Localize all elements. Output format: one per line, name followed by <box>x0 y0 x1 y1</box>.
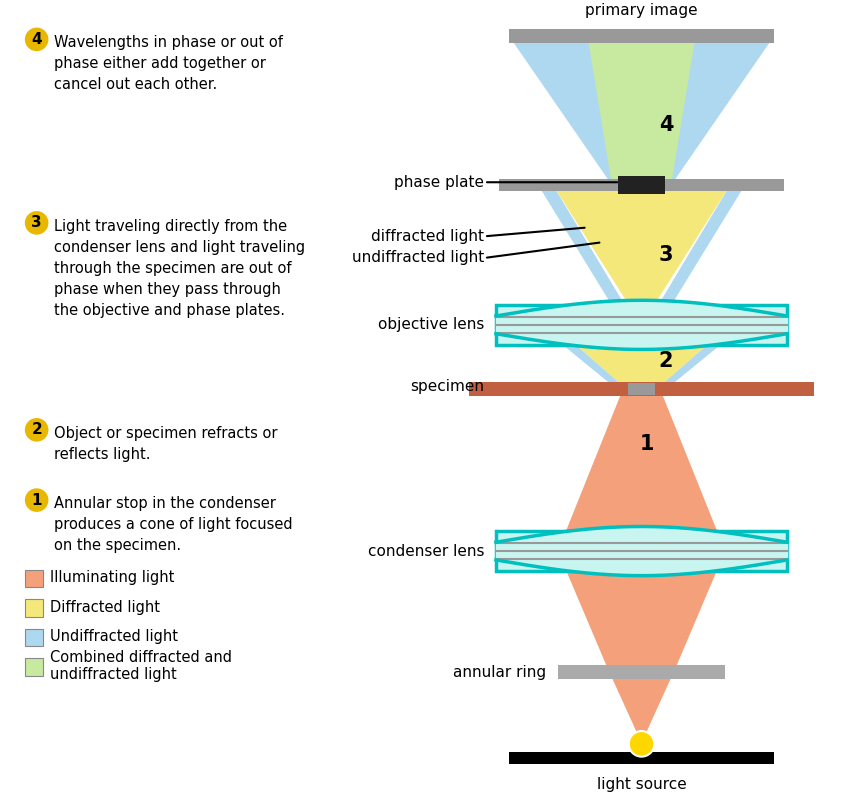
Text: Combined diffracted and
undiffracted light: Combined diffracted and undiffracted lig… <box>50 650 233 682</box>
Polygon shape <box>538 185 636 325</box>
Polygon shape <box>553 185 730 325</box>
Text: 3: 3 <box>659 245 674 265</box>
Text: light source: light source <box>596 777 687 792</box>
FancyBboxPatch shape <box>470 382 813 395</box>
Text: 2: 2 <box>31 422 42 437</box>
FancyBboxPatch shape <box>25 629 43 646</box>
Polygon shape <box>553 325 730 387</box>
Circle shape <box>25 28 49 51</box>
FancyBboxPatch shape <box>509 29 774 43</box>
Polygon shape <box>558 551 725 743</box>
FancyBboxPatch shape <box>496 531 787 571</box>
Circle shape <box>25 418 49 441</box>
Text: 1: 1 <box>639 434 654 454</box>
FancyBboxPatch shape <box>628 383 655 395</box>
Text: primary image: primary image <box>585 3 698 18</box>
FancyBboxPatch shape <box>618 176 665 194</box>
Text: 1: 1 <box>31 492 42 507</box>
Polygon shape <box>538 325 624 387</box>
Text: diffracted light: diffracted light <box>372 229 484 244</box>
Text: Light traveling directly from the
condenser lens and light traveling
through the: Light traveling directly from the conden… <box>55 219 306 318</box>
Text: Annular stop in the condenser
produces a cone of light focused
on the specimen.: Annular stop in the condenser produces a… <box>55 496 293 553</box>
FancyBboxPatch shape <box>25 599 43 617</box>
Text: Diffracted light: Diffracted light <box>50 599 161 615</box>
Text: 4: 4 <box>659 115 674 135</box>
Text: condenser lens: condenser lens <box>368 544 484 558</box>
Text: 2: 2 <box>659 351 674 371</box>
Text: undiffracted light: undiffracted light <box>352 250 484 265</box>
Polygon shape <box>647 185 745 325</box>
FancyBboxPatch shape <box>25 658 43 676</box>
FancyBboxPatch shape <box>25 570 43 588</box>
Polygon shape <box>654 36 774 185</box>
Circle shape <box>25 211 49 235</box>
Text: Undiffracted light: Undiffracted light <box>50 629 179 644</box>
Text: Wavelengths in phase or out of
phase either add together or
cancel out each othe: Wavelengths in phase or out of phase eit… <box>55 36 283 92</box>
FancyBboxPatch shape <box>509 752 774 764</box>
Text: Object or specimen refracts or
reflects light.: Object or specimen refracts or reflects … <box>55 426 278 462</box>
Text: 4: 4 <box>31 32 42 47</box>
Polygon shape <box>509 36 629 185</box>
Text: Illuminating light: Illuminating light <box>50 570 174 585</box>
Polygon shape <box>558 387 725 551</box>
Text: 3: 3 <box>31 215 42 230</box>
Text: specimen: specimen <box>411 380 484 395</box>
Polygon shape <box>588 36 695 185</box>
Circle shape <box>628 731 654 757</box>
Polygon shape <box>659 325 745 387</box>
FancyBboxPatch shape <box>496 305 787 345</box>
Text: annular ring: annular ring <box>453 665 546 680</box>
FancyBboxPatch shape <box>558 665 725 679</box>
Text: objective lens: objective lens <box>378 318 484 333</box>
Circle shape <box>25 488 49 512</box>
FancyBboxPatch shape <box>499 179 784 191</box>
Text: phase plate: phase plate <box>394 175 484 190</box>
